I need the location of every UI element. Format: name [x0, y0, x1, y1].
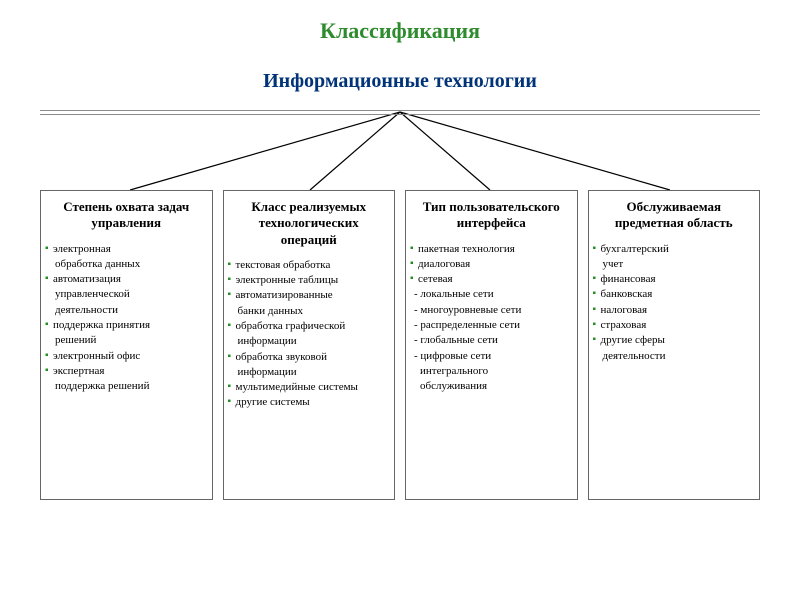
list-item: распределенные сети — [412, 318, 571, 332]
list-item: многоуровневые сети — [412, 303, 571, 317]
list-item: банковская — [595, 287, 754, 301]
list-item: интегрального — [412, 364, 571, 378]
list-item: обслуживания — [412, 379, 571, 393]
column-0: Степень охвата задач управления электронн… — [40, 190, 213, 500]
list-item: финансовая — [595, 272, 754, 286]
divider — [40, 110, 760, 115]
list-item: диалоговая — [412, 257, 571, 271]
list-item: обработка звуковой — [230, 350, 389, 364]
column-items: электроннаяобработка данныхавтоматизация… — [47, 242, 206, 394]
list-item: электронный офис — [47, 349, 206, 363]
column-3: Обслуживаемая предметная область бухгалте… — [588, 190, 761, 500]
list-item: страховая — [595, 318, 754, 332]
list-item: электронная — [47, 242, 206, 256]
list-item: учет — [595, 257, 754, 271]
list-item: мультимедийные системы — [230, 380, 389, 394]
list-item: поддержка принятия — [47, 318, 206, 332]
list-item: сетевая — [412, 272, 571, 286]
list-item: поддержка решений — [47, 379, 206, 393]
column-items: пакетная технологиядиалоговаясетеваялока… — [412, 242, 571, 394]
list-item: информации — [230, 365, 389, 379]
list-item: текстовая обработка — [230, 258, 389, 272]
column-2: Тип пользовательского интерфейса пакетная… — [405, 190, 578, 500]
list-item: автоматизация — [47, 272, 206, 286]
list-item: глобальные сети — [412, 333, 571, 347]
column-header: Тип пользовательского интерфейса — [412, 199, 571, 232]
list-item: обработка данных — [47, 257, 206, 271]
columns-container: Степень охвата задач управления электронн… — [40, 190, 760, 500]
list-item: другие сферы — [595, 333, 754, 347]
list-item: обработка графической — [230, 319, 389, 333]
list-item: информации — [230, 334, 389, 348]
list-item: деятельности — [47, 303, 206, 317]
list-item: электронные таблицы — [230, 273, 389, 287]
page-subtitle: Информационные технологии — [0, 70, 800, 93]
column-items: текстовая обработкаэлектронные таблицыав… — [230, 258, 389, 410]
column-1: Класс реализуемых технологических операц… — [223, 190, 396, 500]
list-item: автоматизированные — [230, 288, 389, 302]
column-header: Степень охвата задач управления — [47, 199, 206, 232]
list-item: цифровые сети — [412, 349, 571, 363]
list-item: бухгалтерский — [595, 242, 754, 256]
list-item: деятельности — [595, 349, 754, 363]
list-item: другие системы — [230, 395, 389, 409]
column-header: Класс реализуемых технологических операц… — [230, 199, 389, 248]
list-item: пакетная технология — [412, 242, 571, 256]
column-header: Обслуживаемая предметная область — [595, 199, 754, 232]
list-item: налоговая — [595, 303, 754, 317]
list-item: экспертная — [47, 364, 206, 378]
page-title: Классификация — [0, 0, 800, 44]
list-item: управленческой — [47, 287, 206, 301]
list-item: локальные сети — [412, 287, 571, 301]
list-item: решений — [47, 333, 206, 347]
list-item: банки данных — [230, 304, 389, 318]
column-items: бухгалтерскийучетфинансоваябанковская нал… — [595, 242, 754, 363]
